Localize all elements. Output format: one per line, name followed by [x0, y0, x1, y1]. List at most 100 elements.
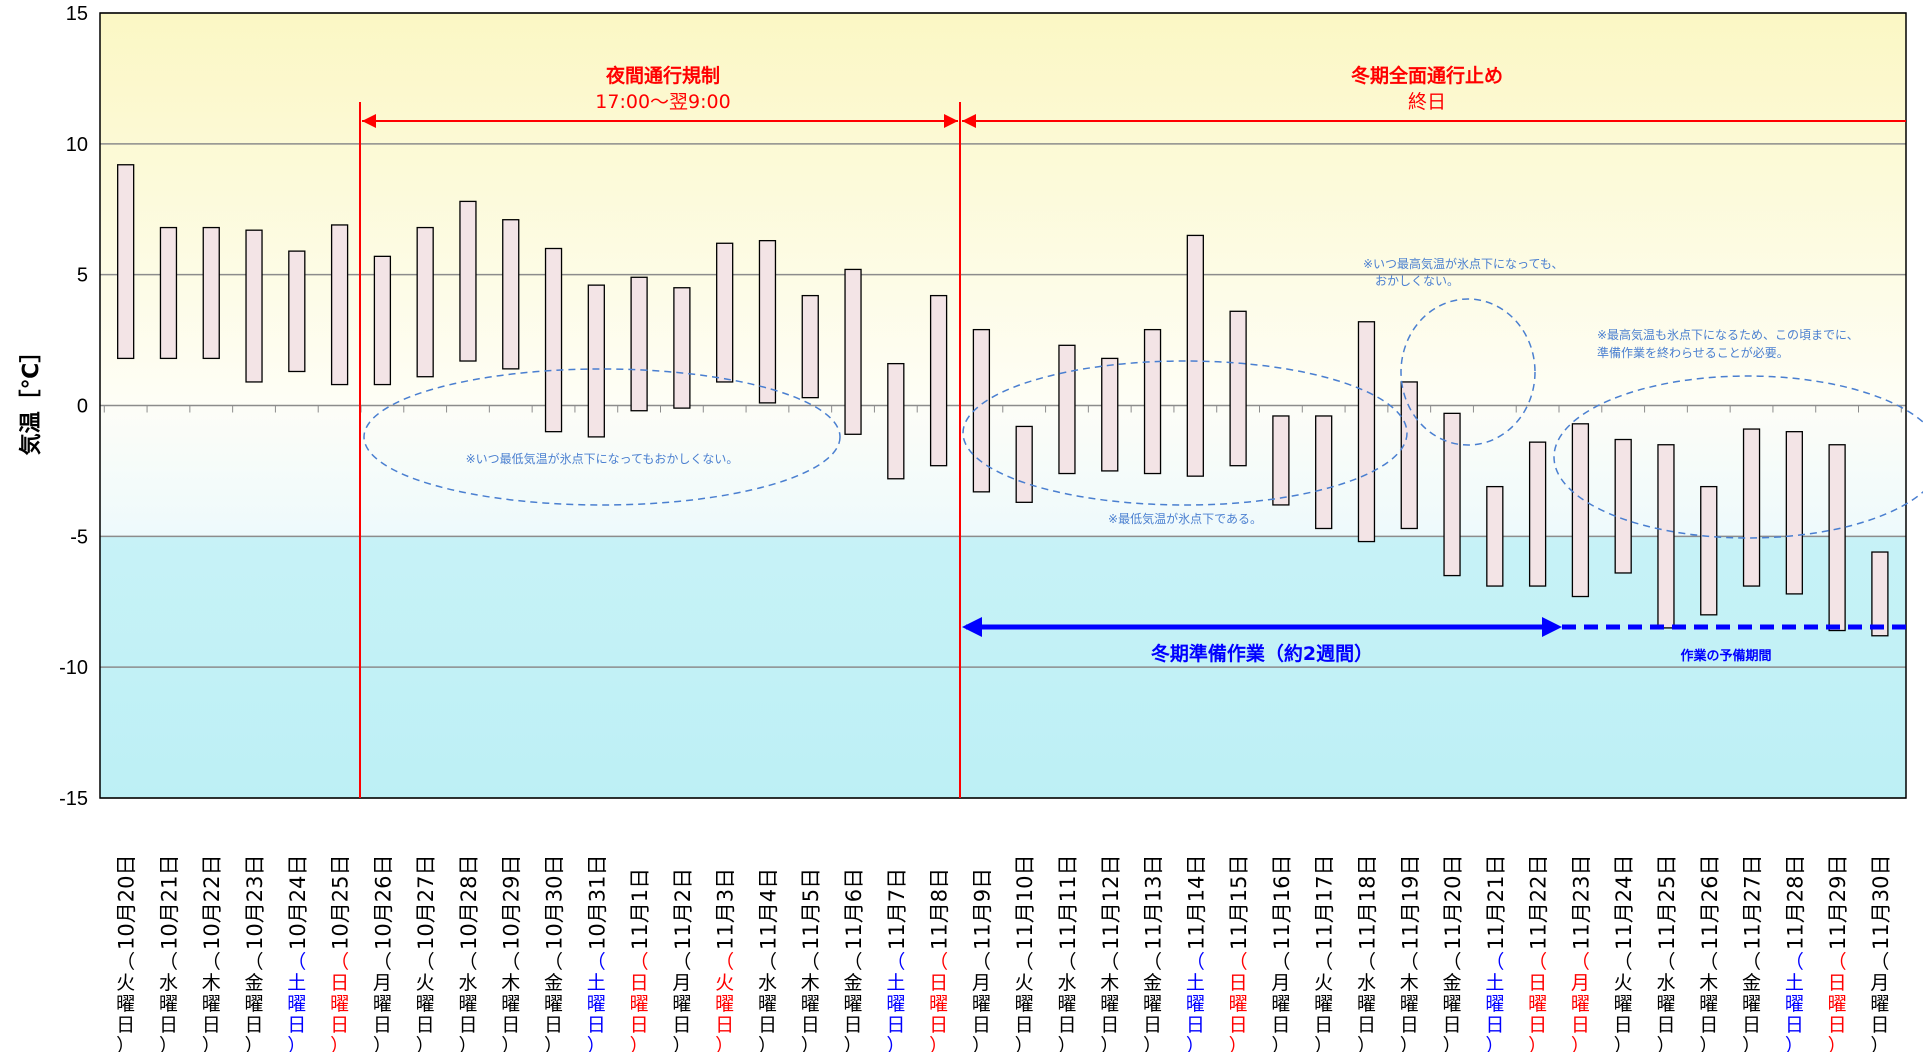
x-day-label: （金曜日） [544, 951, 563, 1052]
temperature-range-bar [1400, 381, 1418, 530]
temperature-range-bars [117, 164, 1889, 637]
x-day-label: （木曜日） [1699, 951, 1718, 1052]
x-day-label: （水曜日） [458, 951, 477, 1052]
x-axis-categories: 10月20日（火曜日）10月21日（水曜日）10月22日（木曜日）10月23日（… [115, 855, 1893, 1052]
temperature-range-bar [1571, 423, 1590, 598]
temperature-range-bar [1101, 357, 1119, 472]
temperature-range-bar [1742, 428, 1761, 587]
x-day-label: （日曜日） [630, 951, 649, 1052]
temperature-range-bar [887, 362, 905, 480]
x-date-label: 11月19日 [1398, 855, 1422, 950]
x-date-label: 11月5日 [799, 868, 823, 950]
x-day-label: （木曜日） [1100, 951, 1119, 1052]
x-date-label: 11月27日 [1741, 855, 1765, 950]
temperature-range-bar [673, 287, 691, 409]
x-day-label: （月曜日） [373, 951, 392, 1052]
temperature-range-bar [1785, 431, 1803, 595]
x-date-label: 10月29日 [500, 855, 524, 950]
x-day-label: （日曜日） [1828, 951, 1847, 1052]
temperature-range-bar [716, 242, 734, 383]
x-date-label: 11月3日 [714, 868, 738, 950]
x-date-label: 11月4日 [756, 868, 780, 950]
x-date-label: 11月12日 [1099, 855, 1123, 950]
x-date-label: 10月28日 [457, 855, 481, 950]
temperature-range-bar [1443, 412, 1461, 577]
temperature-range-bar [1357, 321, 1376, 543]
winter-closure-time: 終日 [1408, 91, 1446, 113]
x-date-label: 11月20日 [1441, 855, 1465, 950]
x-day-label: （火曜日） [116, 951, 135, 1052]
temperature-range-bar [1058, 344, 1076, 475]
temperature-range-bar [373, 255, 392, 386]
temperature-range-bar [1700, 485, 1718, 616]
temperature-range-bar [245, 229, 263, 383]
temperature-range-bar [1315, 415, 1333, 530]
x-day-label: （月曜日） [1571, 951, 1590, 1052]
x-day-label: （土曜日） [287, 951, 306, 1052]
x-date-label: 11月14日 [1184, 855, 1208, 950]
y-tick-label: 0 [77, 396, 88, 418]
x-day-label: （金曜日） [1143, 951, 1162, 1052]
temperature-range-bar [1828, 444, 1846, 632]
note-max-line2: おかしくない。 [1375, 274, 1459, 288]
x-date-label: 11月29日 [1826, 855, 1850, 950]
plot-frame [99, 12, 1907, 799]
x-day-label: （金曜日） [844, 951, 863, 1052]
background-band [100, 405, 1906, 537]
y-axis-title: 気温［℃］ [18, 341, 44, 456]
x-day-label: （水曜日） [1656, 951, 1675, 1052]
note-max-line1: ※いつ最高気温が氷点下になっても、 [1363, 256, 1564, 271]
temperature-range-bar [1486, 485, 1504, 587]
temperature-range-bar [1186, 234, 1204, 477]
x-date-label: 11月22日 [1527, 855, 1551, 950]
x-date-label: 11月25日 [1655, 855, 1679, 950]
note-min-anytime: ※いつ最低気温が氷点下になってもおかしくない。 [466, 451, 739, 466]
temperature-range-bar [502, 219, 520, 370]
x-day-label: （金曜日） [1443, 951, 1462, 1052]
note-finish-line1: ※最高気温も氷点下になるため、この頃までに、 [1597, 327, 1859, 342]
x-date-label: 11月16日 [1270, 855, 1294, 950]
prep-work-arrow-left [962, 617, 982, 637]
temperature-range-bar [1528, 441, 1547, 587]
x-date-label: 10月24日 [286, 855, 310, 950]
x-date-label: 11月24日 [1612, 855, 1636, 950]
x-day-label: （日曜日） [330, 951, 349, 1052]
temperature-range-bar [117, 164, 135, 360]
temperature-range-bar [416, 226, 434, 378]
temperature-range-bar [587, 284, 605, 438]
x-day-label: （火曜日） [1314, 951, 1333, 1052]
x-date-label: 10月30日 [543, 855, 567, 950]
x-date-label: 11月9日 [970, 868, 994, 950]
prep-reserve-label: 作業の予備期間 [1680, 648, 1771, 664]
night-reg-arrow-left [362, 114, 376, 128]
x-day-label: （金曜日） [245, 951, 264, 1052]
temperature-range-bar [844, 268, 862, 435]
x-date-label: 11月13日 [1142, 855, 1166, 950]
x-date-label: 10月22日 [200, 855, 224, 950]
x-day-label: （土曜日） [1186, 951, 1205, 1052]
x-date-label: 11月1日 [628, 868, 652, 950]
x-date-label: 11月21日 [1484, 855, 1508, 950]
x-date-label: 11月6日 [842, 868, 866, 950]
x-date-label: 11月28日 [1783, 855, 1807, 950]
night-reg-title: 夜間通行規制 [605, 64, 720, 87]
note-min-below: ※最低気温が氷点下である。 [1108, 511, 1262, 526]
x-date-label: 11月15日 [1227, 855, 1251, 950]
x-day-label: （木曜日） [202, 951, 221, 1052]
x-day-label: （日曜日） [929, 951, 948, 1052]
temperature-range-bar [459, 200, 477, 362]
night-reg-arrow-right [944, 114, 958, 128]
temperature-range-bar [1272, 415, 1290, 506]
x-date-label: 11月18日 [1355, 855, 1379, 950]
x-day-label: （水曜日） [758, 951, 777, 1052]
x-date-label: 10月23日 [243, 855, 267, 950]
temperature-range-bar [202, 226, 220, 360]
y-tick-label: -5 [70, 526, 88, 548]
x-date-label: 11月8日 [928, 868, 952, 950]
prep-work-arrow-right [1542, 617, 1562, 637]
x-day-label: （月曜日） [1870, 951, 1889, 1052]
temperature-range-bar [972, 328, 991, 493]
x-day-label: （土曜日） [1485, 951, 1504, 1052]
temperature-range-bar [544, 247, 563, 433]
